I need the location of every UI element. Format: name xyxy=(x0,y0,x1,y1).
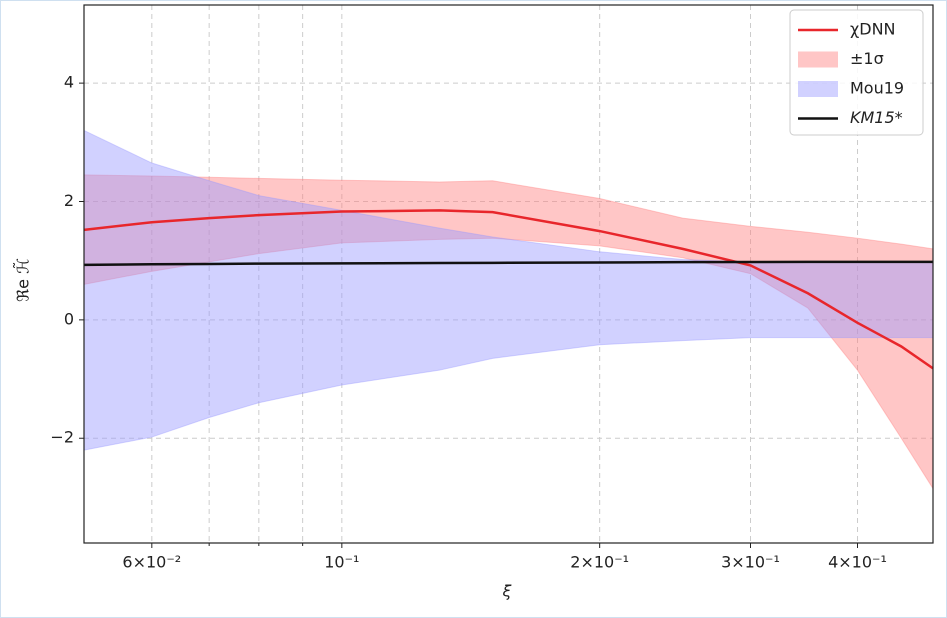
legend-label: χDNN xyxy=(850,20,896,39)
band-edge xyxy=(83,174,934,250)
line xyxy=(83,209,934,370)
band xyxy=(84,174,933,489)
grid xyxy=(84,5,933,543)
legend: χDNN ±1σ Mou19 KM15* xyxy=(789,9,924,136)
band xyxy=(84,130,933,451)
legend-swatch xyxy=(798,81,838,97)
line xyxy=(83,260,933,267)
marks xyxy=(83,130,934,489)
x-tick-label: 4×10⁻¹ xyxy=(828,553,887,572)
legend-swatch xyxy=(798,51,838,68)
legend-label: ±1σ xyxy=(850,49,884,68)
y-tick-label: 2 xyxy=(64,191,74,210)
axes: −2 0 2 4 6×10⁻² 10⁻¹ 2×10⁻¹ 3×10⁻¹ 4×10⁻¹ xyxy=(50,73,887,572)
x-tick-label: 2×10⁻¹ xyxy=(570,553,629,572)
x-tick-label: 3×10⁻¹ xyxy=(721,553,780,572)
y-tick-label: 0 xyxy=(64,309,74,328)
x-tick-label: 10⁻¹ xyxy=(324,553,359,572)
legend-label: Mou19 xyxy=(850,79,904,98)
band-edge xyxy=(83,237,934,489)
band-edge xyxy=(83,337,933,451)
legend-label: KM15* xyxy=(850,108,903,127)
plot-frame xyxy=(83,4,934,544)
legend-box xyxy=(789,9,924,136)
y-tick-label: −2 xyxy=(50,428,74,447)
y-axis-label: ℜe ℋ̃ xyxy=(14,258,33,302)
x-axis-label: ξ xyxy=(502,582,513,601)
y-tick-label: 4 xyxy=(64,73,74,92)
x-tick-label: 6×10⁻² xyxy=(122,553,181,572)
